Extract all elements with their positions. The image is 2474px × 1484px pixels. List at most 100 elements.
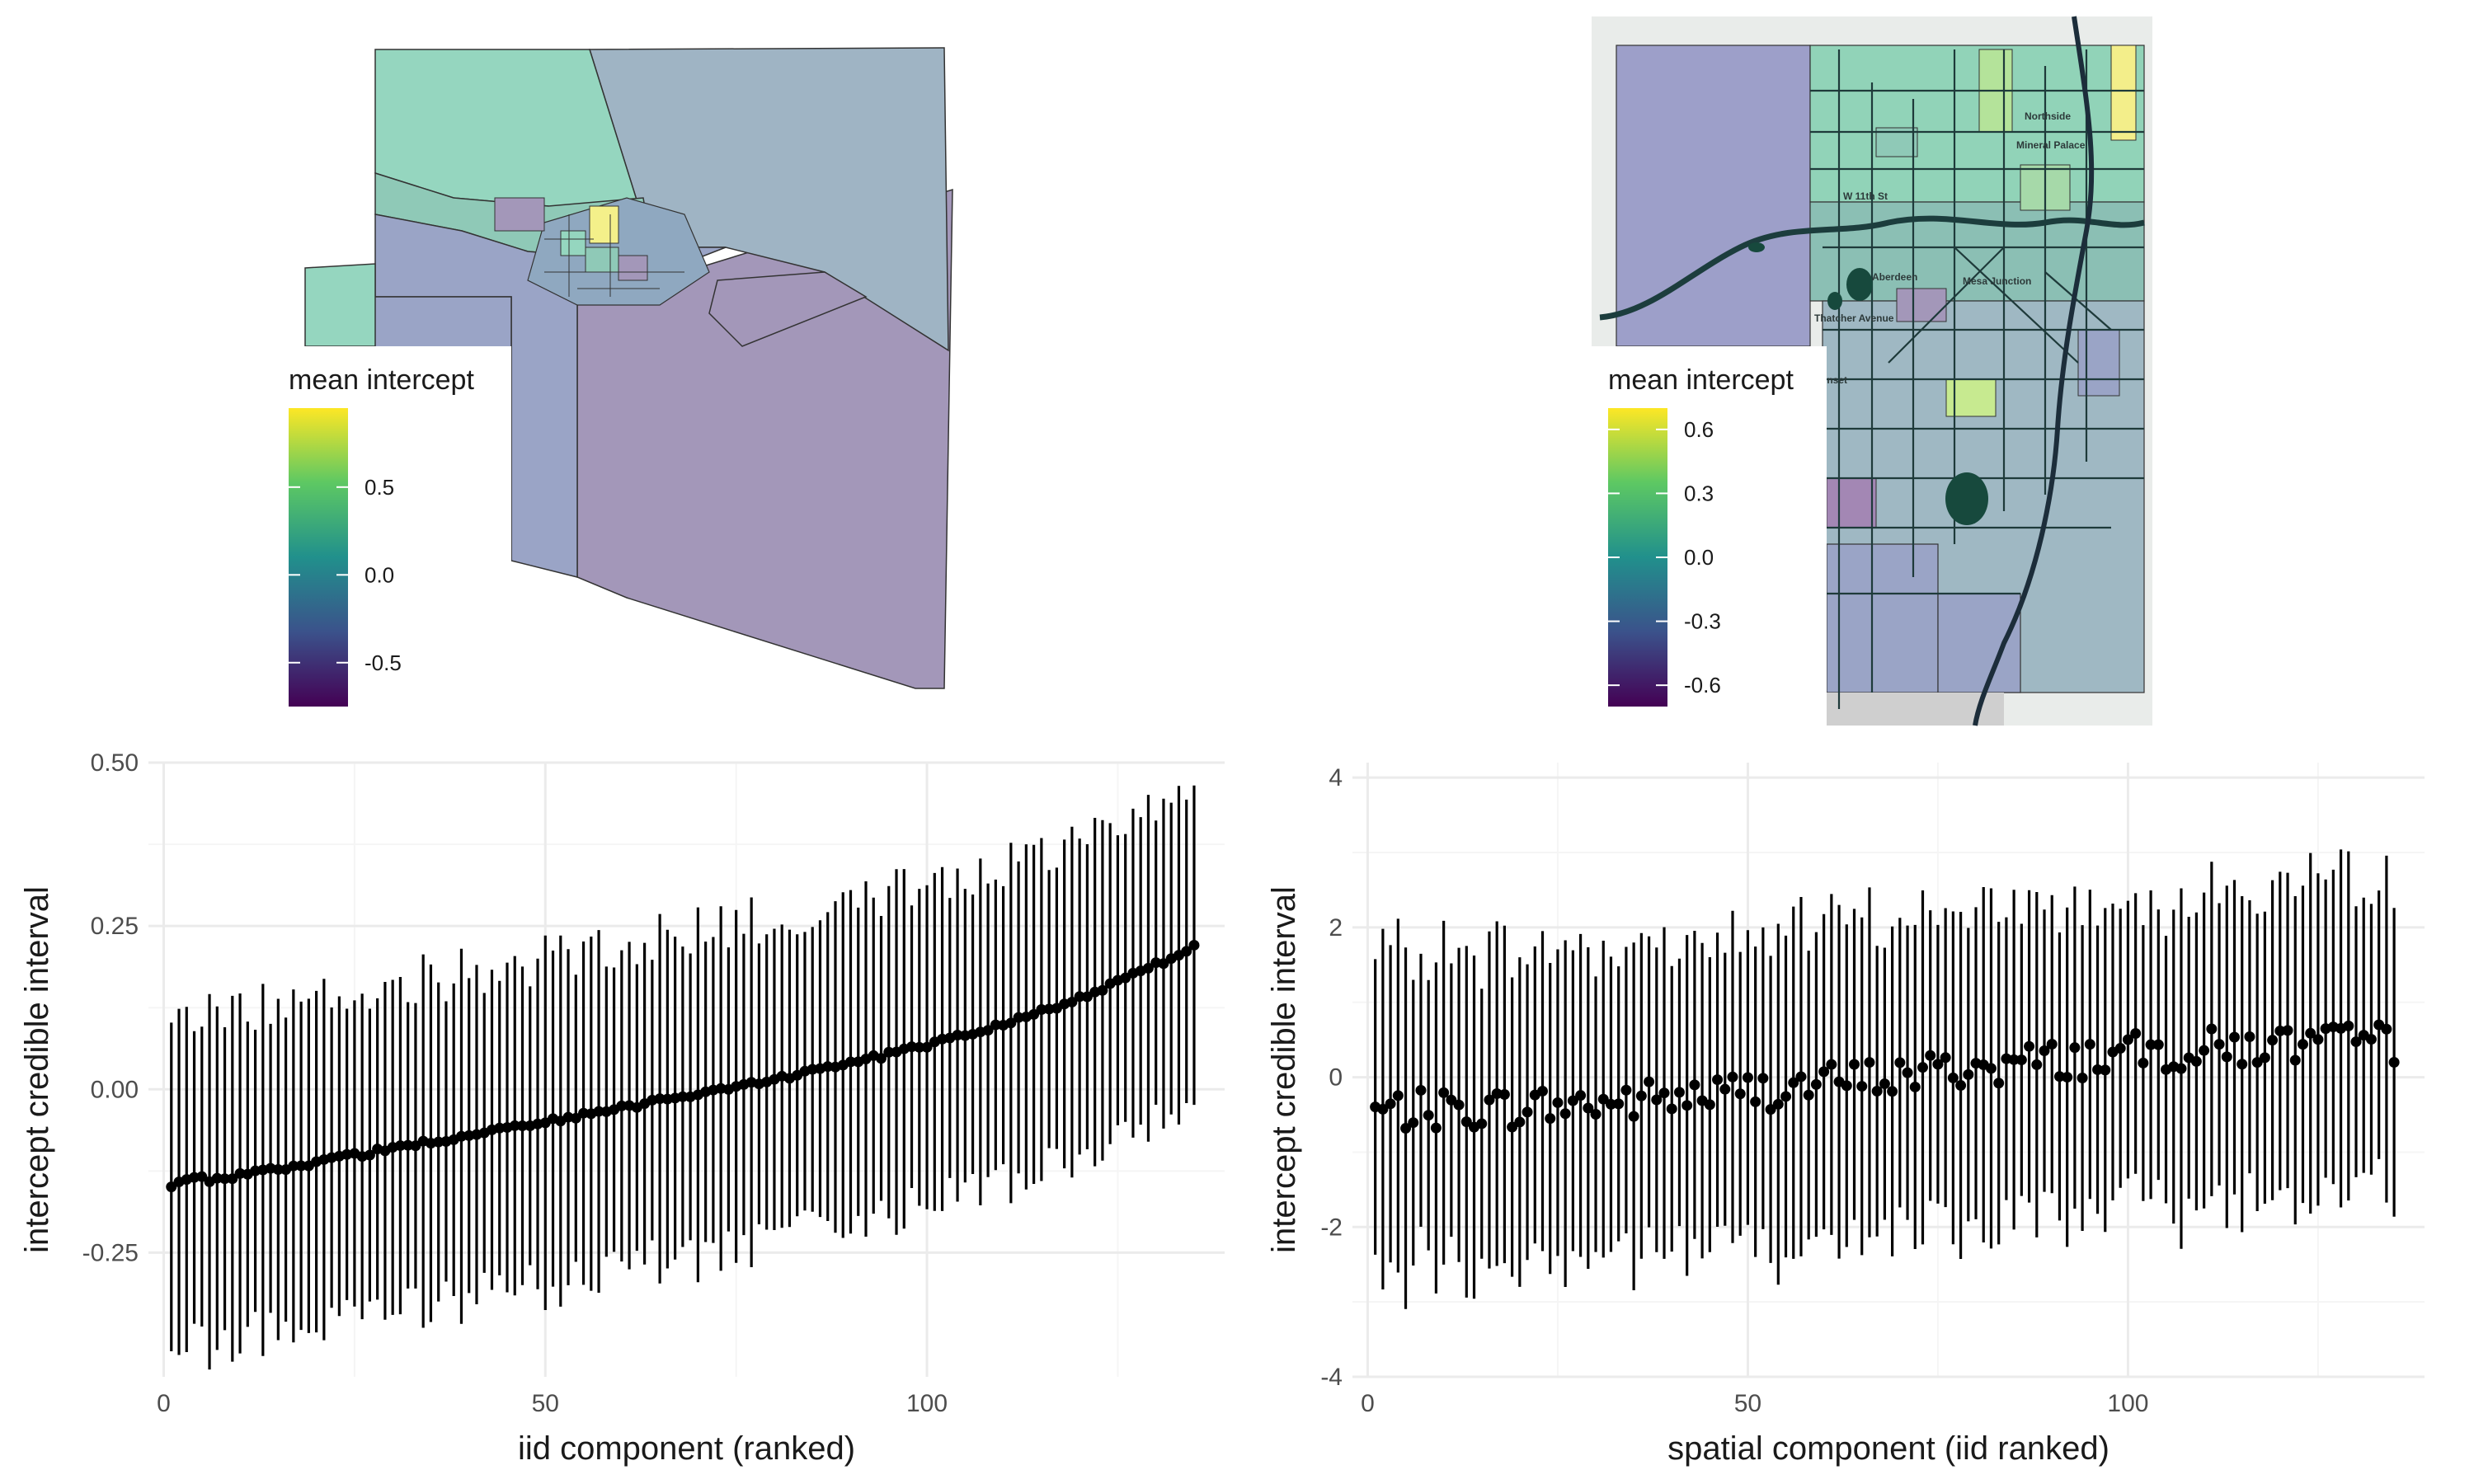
mean-point [2069,1042,2081,1054]
mean-point [1507,1121,1518,1133]
y-tick-label: -4 [1320,1364,1343,1391]
mean-point [1681,1100,1693,1111]
mean-point [1985,1063,1997,1074]
city-legend-title: mean intercept [1608,364,1794,396]
legend-tick-label: 0.0 [1684,545,1714,570]
mean-point [1719,1083,1731,1095]
mean-point [364,1149,375,1161]
mean-point [1120,972,1131,984]
mean-point [1423,1110,1434,1121]
city-street-labels: Northside Mineral Palace W 11th St Aberd… [1814,110,2086,386]
mean-point [1750,1096,1761,1107]
mean-point [2046,1038,2058,1050]
mean-point [2008,1054,2020,1065]
mean-point [517,1120,529,1132]
mean-point [883,1046,895,1058]
street-label-mesa-junction: Mesa Junction [1963,275,2031,287]
mean-point [1628,1111,1639,1122]
mean-point [982,1025,994,1036]
mean-point [2024,1040,2035,1052]
mean-point [1673,1087,1685,1098]
mean-point [876,1053,887,1064]
mean-point [1484,1094,1495,1106]
mean-point [1074,991,1085,1003]
y-tick-label: 2 [1329,914,1343,942]
mean-point [1498,1088,1510,1100]
mean-point [1704,1099,1715,1111]
legend-tick-label: 0.3 [1684,481,1714,505]
mean-point [1597,1093,1609,1105]
mean-point [1940,1052,1951,1064]
legend-tick-label: -0.6 [1684,673,1721,697]
mean-point [1430,1122,1442,1134]
mean-point [1635,1090,1647,1101]
y-tick-label: -0.25 [82,1239,139,1266]
mean-point [1902,1067,1913,1078]
mean-point [1438,1087,1450,1098]
mean-point [1453,1099,1465,1111]
mean-point [1917,1062,1928,1073]
mean-point [1963,1068,1974,1080]
mean-point [509,1120,520,1131]
y-tick-label: 4 [1329,764,1343,791]
y-tick-label: 0.00 [91,1076,139,1103]
mean-point [1666,1103,1677,1115]
mean-point [1644,1076,1655,1087]
mean-point [906,1041,918,1053]
city-river [1599,215,2145,321]
mean-point [1460,1116,1472,1128]
mean-point [1879,1078,1890,1090]
x-tick-label: 50 [532,1390,559,1417]
x-tick-label: 100 [2107,1390,2148,1417]
mean-point [1795,1071,1807,1082]
street-label-w-11th: W 11th St [1843,190,1888,202]
mean-point [952,1029,963,1040]
mean-point [1841,1080,1852,1092]
mean-point [2221,1051,2232,1063]
mean-point [2077,1073,2088,1084]
mean-point [2062,1072,2073,1083]
mean-point [196,1171,208,1182]
mean-point [1894,1057,1906,1068]
county-legend-ticks: 0.5 0.0 -0.5 [289,475,402,675]
street-label-mineral-palace: Mineral Palace [2016,139,2086,151]
mean-point [2297,1039,2308,1050]
mean-point [1826,1059,1837,1070]
mean-point [2015,1054,2027,1066]
mean-point [914,1041,925,1053]
county-urban-core [494,197,710,306]
spatial-chart: 0 50 100 -4 -2 0 2 4 spatial component (iid rank… [1266,763,2425,1467]
mean-point [2145,1039,2157,1050]
mean-point [433,1136,444,1148]
city-map: Northside Mineral Palace W 11th St Aberd… [1592,16,2152,726]
mean-point [2092,1064,2104,1075]
y-axis-title: intercept credible interval [19,886,55,1253]
mean-point [2365,1034,2377,1045]
mean-point [1522,1106,1533,1118]
mean-point [2388,1056,2400,1068]
mean-point [1536,1085,1548,1097]
street-label-aberdeen: Aberdeen [1872,271,1917,283]
y-tick-label: 0.50 [91,749,139,777]
mean-point [2206,1023,2218,1035]
mean-point [1575,1090,1587,1101]
mean-point [1803,1089,1814,1101]
mean-point [1734,1088,1746,1100]
mean-point [616,1100,628,1111]
y-tick-label: 0 [1329,1064,1343,1092]
mean-point [1028,1008,1040,1020]
mean-point [2084,1039,2095,1050]
mean-point [272,1163,284,1175]
mean-point [2175,1063,2187,1074]
x-tick-label: 100 [906,1390,948,1417]
mean-point [1658,1087,1670,1099]
mean-point [1856,1081,1868,1092]
mean-point [1909,1081,1921,1092]
mean-point [2122,1034,2133,1045]
mean-point [295,1160,307,1172]
mean-point [2138,1057,2149,1068]
mean-point [1583,1102,1594,1114]
mean-point [1158,958,1169,970]
mean-point [1765,1104,1776,1115]
legend-tick-label: 0.0 [365,562,394,587]
